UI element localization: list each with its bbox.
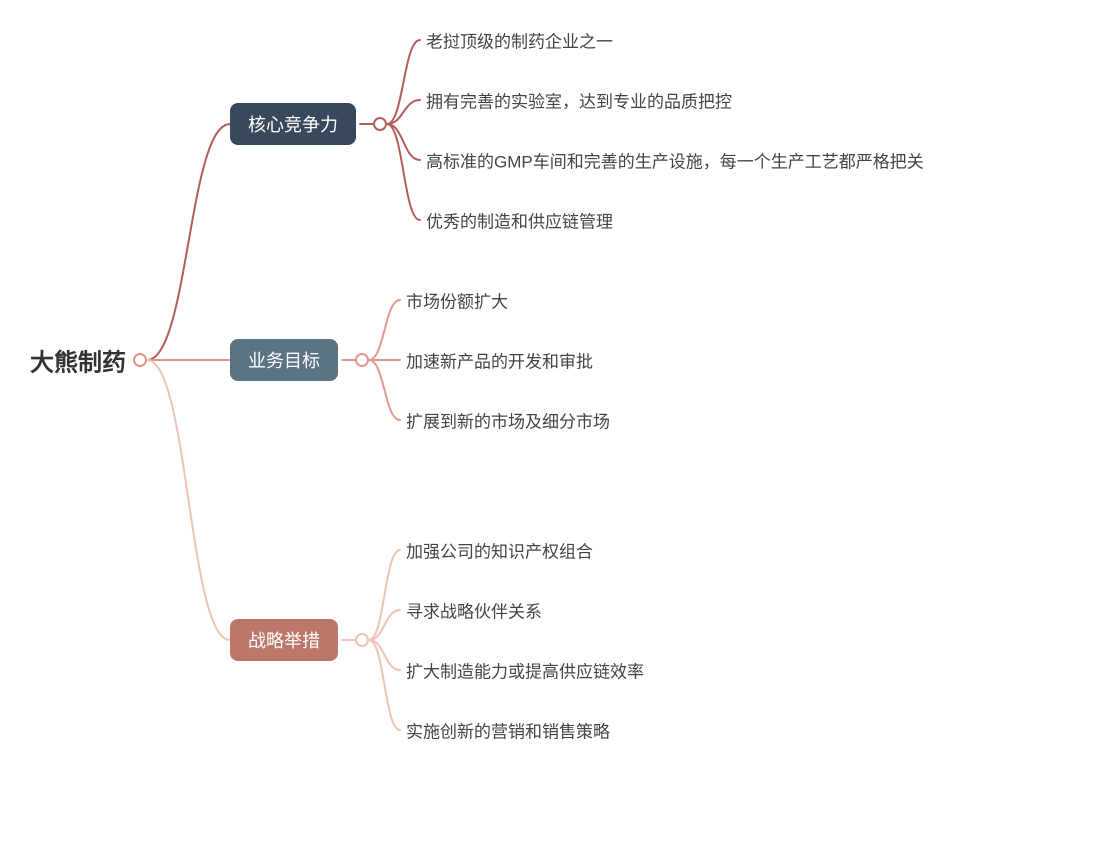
- leaf-node[interactable]: 实施创新的营销和销售策略: [406, 718, 610, 743]
- leaf-node[interactable]: 老挝顶级的制药企业之一: [426, 28, 613, 53]
- root-bullet: [133, 353, 147, 367]
- branch-bullet-b1: [373, 117, 387, 131]
- branch-node-b1[interactable]: 核心竞争力: [230, 103, 356, 145]
- branch-bullet-b3: [355, 633, 369, 647]
- leaf-node[interactable]: 高标准的GMP车间和完善的生产设施，每一个生产工艺都严格把关: [426, 148, 924, 173]
- leaf-node[interactable]: 扩大制造能力或提高供应链效率: [406, 658, 644, 683]
- branch-node-b2[interactable]: 业务目标: [230, 339, 338, 381]
- leaf-node[interactable]: 寻求战略伙伴关系: [406, 598, 542, 623]
- leaf-node[interactable]: 优秀的制造和供应链管理: [426, 208, 613, 233]
- leaf-node[interactable]: 拥有完善的实验室，达到专业的品质把控: [426, 88, 732, 113]
- branch-bullet-b2: [355, 353, 369, 367]
- leaf-node[interactable]: 加强公司的知识产权组合: [406, 538, 593, 563]
- leaf-node[interactable]: 市场份额扩大: [406, 288, 508, 313]
- leaf-node[interactable]: 扩展到新的市场及细分市场: [406, 408, 610, 433]
- leaf-node[interactable]: 加速新产品的开发和审批: [406, 348, 593, 373]
- branch-node-b3[interactable]: 战略举措: [230, 619, 338, 661]
- root-node[interactable]: 大熊制药: [30, 343, 126, 378]
